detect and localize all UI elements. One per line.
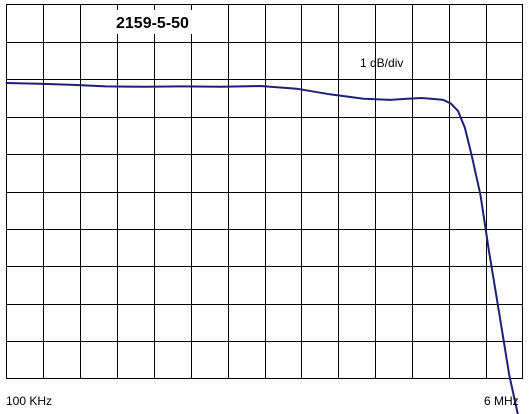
plot-frame [6, 4, 523, 379]
scale-annotation: 1 dB/div [360, 56, 403, 70]
x-tick-label-right: 6 MHz [484, 394, 519, 408]
response-trace [5, 82, 519, 414]
plot-traces [5, 82, 519, 414]
plot-grid [6, 4, 523, 379]
title-background [104, 10, 224, 34]
x-tick-label-left: 100 KHz [6, 394, 52, 408]
chart-title: 2159-5-50 [116, 15, 189, 32]
